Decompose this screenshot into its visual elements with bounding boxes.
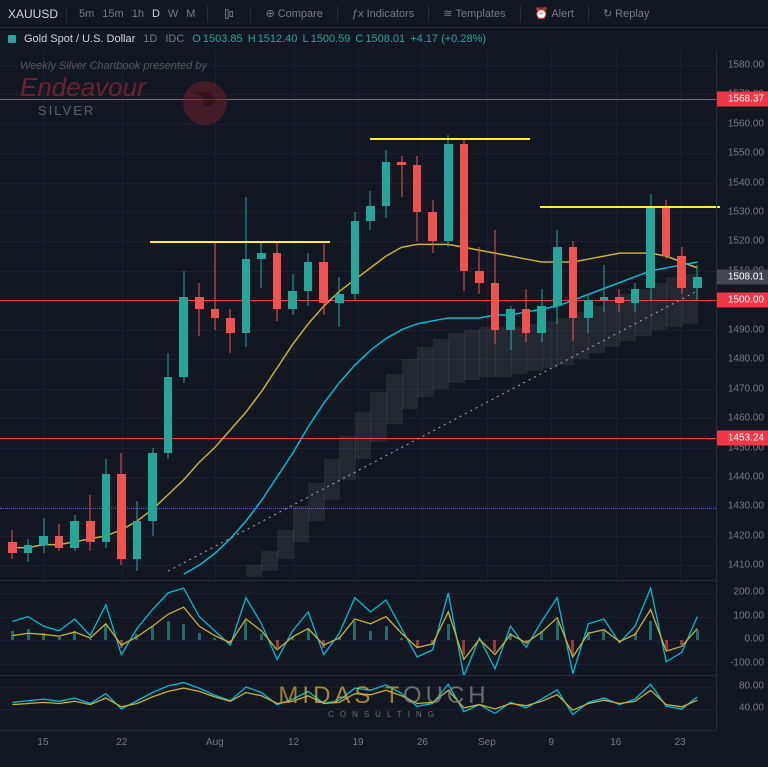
- template-icon: ≋: [443, 7, 452, 20]
- exchange-label: IDC: [165, 33, 184, 45]
- oscillator-panel-1[interactable]: [0, 580, 716, 675]
- time-tick: 15: [37, 737, 48, 748]
- price-tick: 1560.00: [728, 118, 764, 129]
- timeframe-W[interactable]: W: [164, 6, 182, 22]
- oscillator-1-axis: -100.000.00100.00200.00: [716, 580, 768, 675]
- price-label: 1568.37: [717, 91, 768, 106]
- price-tick: 1420.00: [728, 530, 764, 541]
- endeavour-logo-icon: [175, 78, 235, 128]
- alert-button[interactable]: ⏰Alert: [529, 5, 580, 22]
- time-tick: 22: [116, 737, 127, 748]
- timeframe-1h[interactable]: 1h: [128, 6, 148, 22]
- ohlc-values: O1503.85 H1512.40 L1500.59 C1508.01 +4.1…: [192, 33, 488, 45]
- price-tick: 1550.00: [728, 148, 764, 159]
- indicators-button[interactable]: ƒxIndicators: [346, 6, 420, 22]
- replay-icon: ↻: [603, 7, 612, 20]
- info-bar: Gold Spot / U.S. Dollar 1D IDC O1503.85 …: [0, 28, 768, 50]
- price-tick: 1480.00: [728, 354, 764, 365]
- price-label: 1508.01: [717, 269, 768, 284]
- top-toolbar: XAUUSD 5m15m1hDWM ⊕Compare ƒxIndicators …: [0, 0, 768, 28]
- fx-icon: ƒx: [352, 8, 364, 20]
- status-dot: [8, 35, 16, 43]
- price-tick: 1410.00: [728, 560, 764, 571]
- timeframe-5m[interactable]: 5m: [75, 6, 98, 22]
- replay-button[interactable]: ↻Replay: [597, 5, 655, 22]
- price-tick: 1470.00: [728, 383, 764, 394]
- price-tick: 1540.00: [728, 177, 764, 188]
- price-label: 1453.24: [717, 430, 768, 445]
- timeframe-label: 1D: [143, 33, 157, 45]
- symbol-label[interactable]: XAUUSD: [8, 7, 58, 21]
- main-chart[interactable]: [0, 50, 716, 580]
- price-tick: 1530.00: [728, 206, 764, 217]
- price-tick: 1430.00: [728, 501, 764, 512]
- price-label: 1500.00: [717, 293, 768, 308]
- trend-line[interactable]: [370, 138, 530, 140]
- price-tick: 1520.00: [728, 236, 764, 247]
- price-tick: 1460.00: [728, 413, 764, 424]
- price-axis[interactable]: 1410.001420.001430.001440.001450.001460.…: [716, 50, 768, 580]
- time-tick: 23: [675, 737, 686, 748]
- compare-button[interactable]: ⊕Compare: [259, 5, 328, 22]
- templates-button[interactable]: ≋Templates: [437, 5, 511, 22]
- time-axis[interactable]: 15 22 Aug 12 19 26 Sep 9 16 23: [0, 730, 716, 767]
- time-tick: 9: [549, 737, 555, 748]
- time-tick: Sep: [478, 737, 496, 748]
- oscillator-2-axis: 40.0080.00: [716, 675, 768, 730]
- trend-line[interactable]: [150, 241, 330, 243]
- trend-line[interactable]: [540, 206, 720, 208]
- sponsor-watermark: Weekly Silver Chartbook presented by End…: [20, 60, 207, 118]
- price-tick: 1440.00: [728, 471, 764, 482]
- price-tick: 1580.00: [728, 59, 764, 70]
- plus-icon: ⊕: [265, 7, 274, 20]
- instrument-name: Gold Spot / U.S. Dollar: [24, 33, 135, 45]
- candle-style-button[interactable]: [216, 5, 242, 23]
- time-tick: 26: [417, 737, 428, 748]
- time-tick: 16: [610, 737, 621, 748]
- timeframe-M[interactable]: M: [182, 6, 199, 22]
- midas-watermark: MIDAS TOUCH CONSULTING: [278, 682, 489, 719]
- timeframe-15m[interactable]: 15m: [98, 6, 127, 22]
- alert-icon: ⏰: [535, 7, 549, 20]
- time-tick: 19: [352, 737, 363, 748]
- timeframe-D[interactable]: D: [148, 6, 164, 22]
- price-tick: 1490.00: [728, 324, 764, 335]
- time-tick: Aug: [206, 737, 224, 748]
- time-tick: 12: [288, 737, 299, 748]
